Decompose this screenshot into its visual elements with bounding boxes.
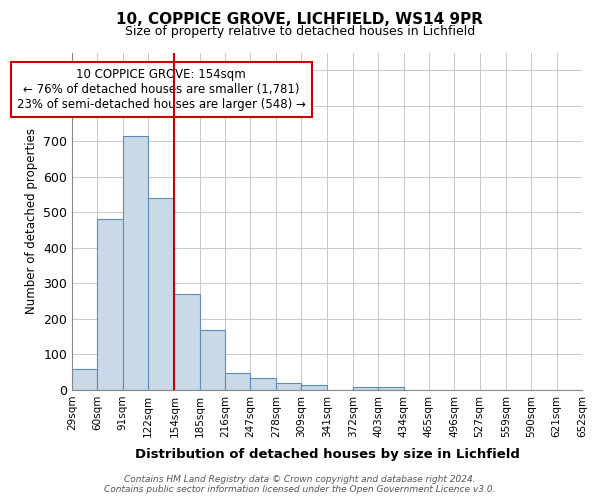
Text: Size of property relative to detached houses in Lichfield: Size of property relative to detached ho…: [125, 25, 475, 38]
Bar: [250, 378, 276, 390]
Bar: [276, 383, 301, 390]
Bar: [72, 368, 97, 390]
Bar: [378, 387, 404, 390]
Bar: [353, 387, 378, 390]
Bar: [123, 136, 148, 390]
X-axis label: Distribution of detached houses by size in Lichfield: Distribution of detached houses by size …: [134, 448, 520, 461]
Bar: [200, 330, 225, 390]
Bar: [225, 374, 250, 390]
Bar: [97, 220, 123, 390]
Bar: [148, 198, 173, 390]
Text: 10 COPPICE GROVE: 154sqm
← 76% of detached houses are smaller (1,781)
23% of sem: 10 COPPICE GROVE: 154sqm ← 76% of detach…: [17, 68, 305, 110]
Bar: [175, 294, 200, 390]
Y-axis label: Number of detached properties: Number of detached properties: [25, 128, 38, 314]
Bar: [301, 385, 326, 390]
Text: Contains HM Land Registry data © Crown copyright and database right 2024.
Contai: Contains HM Land Registry data © Crown c…: [104, 474, 496, 494]
Text: 10, COPPICE GROVE, LICHFIELD, WS14 9PR: 10, COPPICE GROVE, LICHFIELD, WS14 9PR: [116, 12, 484, 28]
